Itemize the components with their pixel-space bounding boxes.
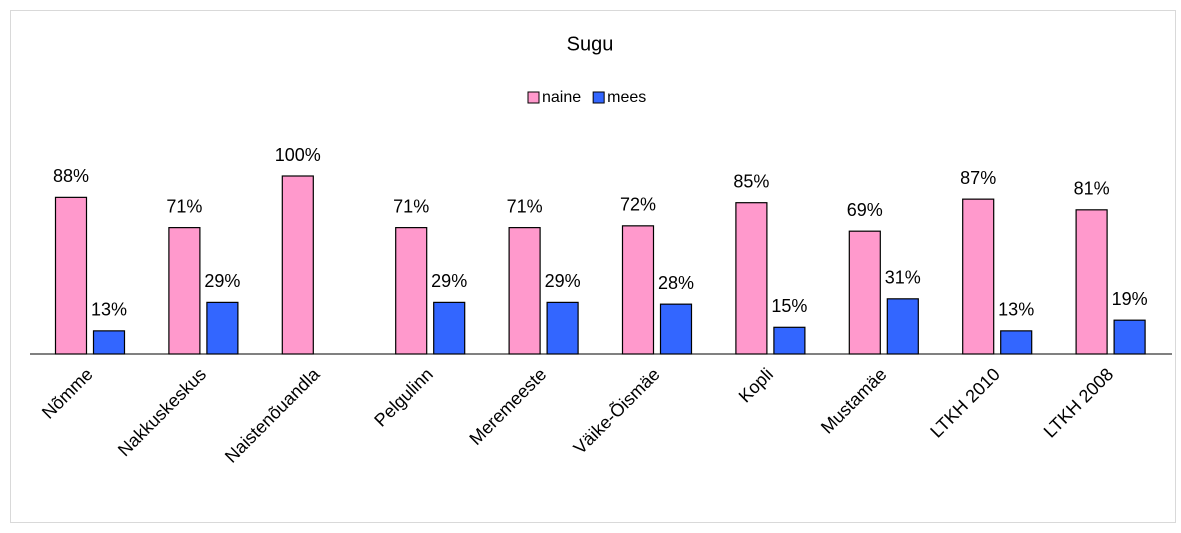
bar (735, 202, 768, 355)
bar (1075, 209, 1108, 355)
bar (546, 301, 579, 355)
data-label: 69% (847, 200, 883, 220)
data-label: 85% (733, 171, 769, 191)
bar (281, 175, 314, 355)
bar (508, 227, 541, 355)
data-label: 29% (204, 271, 240, 291)
data-label: 100% (275, 145, 321, 165)
bar (54, 196, 88, 355)
data-label: 71% (166, 196, 202, 216)
data-label: 87% (960, 168, 996, 188)
bar (206, 301, 239, 355)
legend-swatch (527, 91, 540, 104)
bar (168, 227, 201, 355)
data-label: 81% (1074, 179, 1110, 199)
bar (659, 303, 693, 355)
bar (962, 198, 995, 355)
bar (621, 225, 655, 355)
data-label: 71% (507, 196, 543, 216)
data-label: 29% (431, 271, 467, 291)
data-label: 19% (1112, 289, 1148, 309)
bar (886, 298, 919, 355)
data-label: 71% (393, 196, 429, 216)
bar (395, 227, 428, 355)
legend-swatch (592, 91, 605, 104)
data-label: 88% (53, 166, 89, 186)
bar (433, 301, 466, 355)
bar (92, 330, 126, 355)
data-label: 72% (620, 195, 656, 215)
data-label: 15% (771, 296, 807, 316)
bar (848, 230, 881, 355)
data-label: 13% (91, 300, 127, 320)
bar (1000, 330, 1033, 355)
data-label: 31% (885, 268, 921, 288)
bar (1113, 319, 1146, 355)
data-label: 29% (545, 271, 581, 291)
legend-label: naine (542, 89, 581, 106)
data-label: 13% (998, 300, 1034, 320)
chart-title: Sugu (567, 33, 614, 55)
data-label: 28% (658, 273, 694, 293)
legend-label: mees (607, 89, 646, 106)
bar (773, 326, 806, 355)
